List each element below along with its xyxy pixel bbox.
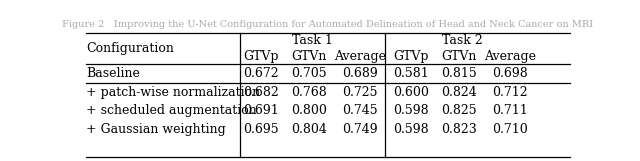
Text: 0.824: 0.824 [442, 86, 477, 99]
Text: 0.815: 0.815 [442, 67, 477, 80]
Text: 0.823: 0.823 [442, 123, 477, 136]
Text: Baseline: Baseline [86, 67, 140, 80]
Text: GTVp: GTVp [394, 50, 429, 63]
Text: + patch-wise normalization: + patch-wise normalization [86, 86, 260, 99]
Text: GTVn: GTVn [292, 50, 327, 63]
Text: 0.695: 0.695 [243, 123, 279, 136]
Text: 0.705: 0.705 [292, 67, 327, 80]
Text: GTVp: GTVp [244, 50, 279, 63]
Text: Average: Average [334, 50, 387, 63]
Text: 0.725: 0.725 [342, 86, 378, 99]
Text: GTVn: GTVn [442, 50, 477, 63]
Text: 0.749: 0.749 [342, 123, 378, 136]
Text: Average: Average [484, 50, 536, 63]
Text: Task 1: Task 1 [292, 34, 333, 47]
Text: 0.710: 0.710 [492, 123, 528, 136]
Text: 0.689: 0.689 [342, 67, 378, 80]
Text: 0.711: 0.711 [492, 104, 528, 117]
Text: 0.598: 0.598 [393, 104, 429, 117]
Text: 0.672: 0.672 [243, 67, 279, 80]
Text: 0.825: 0.825 [442, 104, 477, 117]
Text: 0.804: 0.804 [291, 123, 327, 136]
Text: Configuration: Configuration [86, 42, 174, 55]
Text: 0.598: 0.598 [393, 123, 429, 136]
Text: 0.581: 0.581 [393, 67, 429, 80]
Text: Figure 2   Improving the U-Net Configuration for Automated Delineation of Head a: Figure 2 Improving the U-Net Configurati… [62, 20, 594, 29]
Text: 0.745: 0.745 [342, 104, 378, 117]
Text: 0.698: 0.698 [492, 67, 528, 80]
Text: 0.691: 0.691 [243, 104, 279, 117]
Text: 0.712: 0.712 [492, 86, 528, 99]
Text: + scheduled augmentation: + scheduled augmentation [86, 104, 257, 117]
Text: 0.600: 0.600 [393, 86, 429, 99]
Text: Task 2: Task 2 [442, 34, 483, 47]
Text: 0.682: 0.682 [243, 86, 279, 99]
Text: + Gaussian weighting: + Gaussian weighting [86, 123, 226, 136]
Text: 0.800: 0.800 [291, 104, 327, 117]
Text: 0.768: 0.768 [292, 86, 327, 99]
